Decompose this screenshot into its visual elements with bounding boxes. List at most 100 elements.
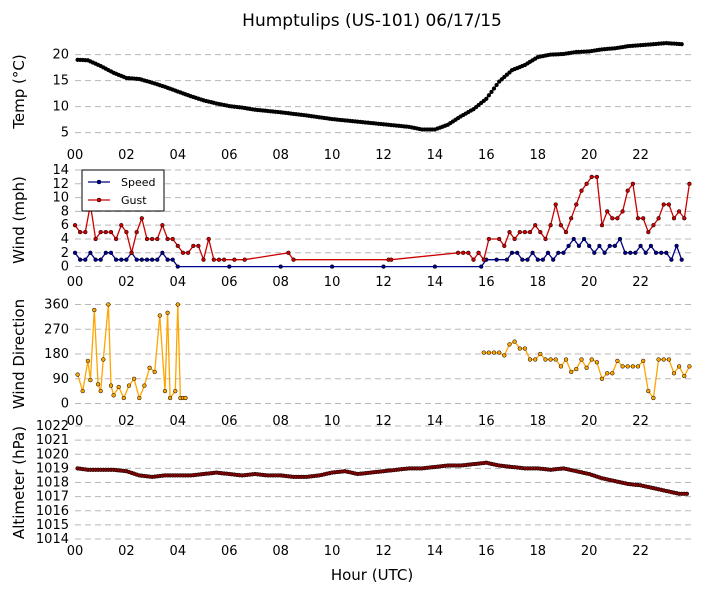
data-point <box>162 388 168 394</box>
data-point <box>486 236 492 242</box>
data-point <box>635 216 641 221</box>
data-point <box>291 257 296 262</box>
y-axis-label: Temp (°C) <box>10 54 28 129</box>
data-point <box>558 364 564 369</box>
data-point <box>142 383 147 388</box>
y-tick-label: 6 <box>61 218 69 233</box>
data-point <box>455 250 461 255</box>
data-point <box>173 388 178 394</box>
legend: Speed Gust <box>81 169 165 212</box>
data-point <box>641 216 646 221</box>
data-point <box>381 264 386 269</box>
data-point <box>679 42 684 47</box>
data-point <box>605 371 610 376</box>
data-point <box>286 250 291 255</box>
data-point <box>165 257 170 262</box>
data-point <box>607 243 612 249</box>
data-point <box>643 250 648 255</box>
series-line <box>74 237 683 268</box>
data-point <box>533 223 538 228</box>
data-point <box>167 395 173 401</box>
data-point <box>584 365 589 370</box>
data-point <box>134 229 139 235</box>
x-tick-label: 22 <box>632 414 649 429</box>
data-point <box>479 264 484 269</box>
data-point <box>659 250 664 255</box>
data-point <box>671 216 677 221</box>
x-tick-label: 20 <box>581 275 598 290</box>
data-point <box>610 371 615 376</box>
data-point <box>165 310 170 315</box>
data-point <box>561 250 566 255</box>
data-point <box>551 257 556 262</box>
data-point <box>589 174 594 180</box>
x-tick-label: 16 <box>478 275 495 290</box>
data-point <box>111 393 116 398</box>
data-point <box>641 358 646 364</box>
data-point <box>581 236 587 242</box>
x-tick-label: 16 <box>478 414 495 429</box>
x-tick-label: 12 <box>375 148 392 163</box>
data-point <box>579 188 584 193</box>
data-point <box>497 350 502 355</box>
data-point <box>682 216 687 221</box>
data-point <box>129 250 134 255</box>
x-tick-label: 10 <box>324 275 341 290</box>
data-point <box>206 236 211 242</box>
data-point <box>103 250 108 255</box>
y-tick-label: 90 <box>52 372 69 387</box>
data-point <box>155 257 160 262</box>
data-point <box>170 257 175 262</box>
data-point <box>543 236 548 242</box>
series-wind-1 <box>72 174 692 262</box>
data-point <box>152 369 157 375</box>
data-point <box>121 395 126 401</box>
x-tick-label: 20 <box>581 544 598 559</box>
y-tick-label: 270 <box>44 322 69 337</box>
y-tick-label: 4 <box>61 232 69 247</box>
data-point <box>684 491 690 496</box>
x-tick-label: 04 <box>170 414 187 429</box>
data-point <box>113 236 119 242</box>
data-point <box>466 250 471 255</box>
x-tick-label: 18 <box>529 414 546 429</box>
x-tick-label: 18 <box>529 275 546 290</box>
series-temp-0 <box>75 40 684 132</box>
series-line <box>77 462 687 495</box>
y-tick-label: 180 <box>44 347 69 362</box>
data-point <box>491 350 497 355</box>
x-tick-label: 08 <box>272 544 289 559</box>
data-point <box>242 257 247 262</box>
data-point <box>221 257 227 262</box>
x-tick-label: 00 <box>67 148 84 163</box>
data-point <box>638 243 643 249</box>
x-tick-label: 20 <box>581 148 598 163</box>
data-point <box>113 257 119 262</box>
x-tick-label: 02 <box>118 275 135 290</box>
data-point <box>517 346 522 351</box>
data-point <box>620 364 625 369</box>
x-tick-label: 06 <box>221 414 238 429</box>
data-point <box>579 357 584 362</box>
data-point <box>119 223 124 228</box>
data-point <box>612 243 618 249</box>
data-point <box>676 364 682 369</box>
data-point <box>515 250 520 255</box>
y-tick-label: 15 <box>52 74 69 89</box>
data-point <box>103 229 108 235</box>
y-tick-label: 360 <box>44 298 69 313</box>
panel-dir: 0 90 180 270 360 00 02 04 06 08 10 12 14 16 18 20 22 Wind… <box>10 298 692 429</box>
data-point <box>497 236 502 242</box>
x-tick-label: 14 <box>427 544 444 559</box>
data-point <box>93 257 98 262</box>
data-point <box>278 264 283 269</box>
x-tick-label: 06 <box>221 544 238 559</box>
legend-label: Speed <box>121 176 155 189</box>
data-point <box>201 257 206 262</box>
data-point <box>535 257 540 262</box>
x-tick-label: 04 <box>170 275 187 290</box>
data-point <box>646 388 651 394</box>
data-point <box>648 243 654 249</box>
x-tick-label: 10 <box>324 414 341 429</box>
data-point <box>183 395 188 401</box>
